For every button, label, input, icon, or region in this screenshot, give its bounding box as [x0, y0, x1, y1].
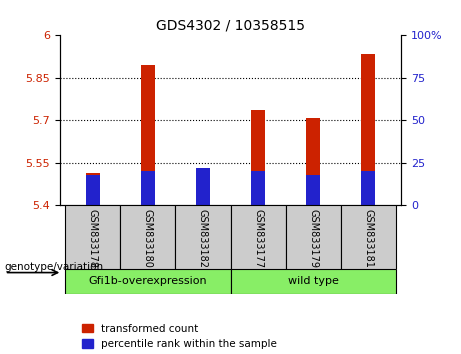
Text: genotype/variation: genotype/variation	[5, 262, 104, 272]
Bar	[285, 205, 341, 269]
Bar	[306, 118, 320, 205]
Text: GSM833179: GSM833179	[308, 209, 318, 268]
Text: Gfi1b-overexpression: Gfi1b-overexpression	[89, 276, 207, 286]
Bar	[361, 54, 375, 205]
Text: GSM833180: GSM833180	[143, 209, 153, 267]
Bar	[176, 205, 230, 269]
Bar	[361, 171, 375, 205]
Title: GDS4302 / 10358515: GDS4302 / 10358515	[156, 19, 305, 33]
Text: GSM833181: GSM833181	[363, 209, 373, 267]
Bar	[141, 65, 155, 205]
Bar	[141, 171, 155, 205]
Bar	[251, 171, 265, 205]
Text: GSM833178: GSM833178	[88, 209, 98, 268]
Text: wild type: wild type	[288, 276, 338, 286]
Bar	[306, 175, 320, 205]
Bar	[230, 269, 396, 294]
Bar	[196, 168, 210, 205]
Bar	[196, 184, 210, 205]
Text: GSM833177: GSM833177	[253, 209, 263, 268]
Bar	[341, 205, 396, 269]
Bar	[86, 175, 100, 205]
Bar	[120, 205, 176, 269]
Bar	[86, 173, 100, 205]
Bar	[251, 110, 265, 205]
Text: GSM833182: GSM833182	[198, 209, 208, 268]
Bar	[65, 269, 230, 294]
Legend: transformed count, percentile rank within the sample: transformed count, percentile rank withi…	[82, 324, 277, 349]
Bar	[230, 205, 285, 269]
Bar	[65, 205, 120, 269]
